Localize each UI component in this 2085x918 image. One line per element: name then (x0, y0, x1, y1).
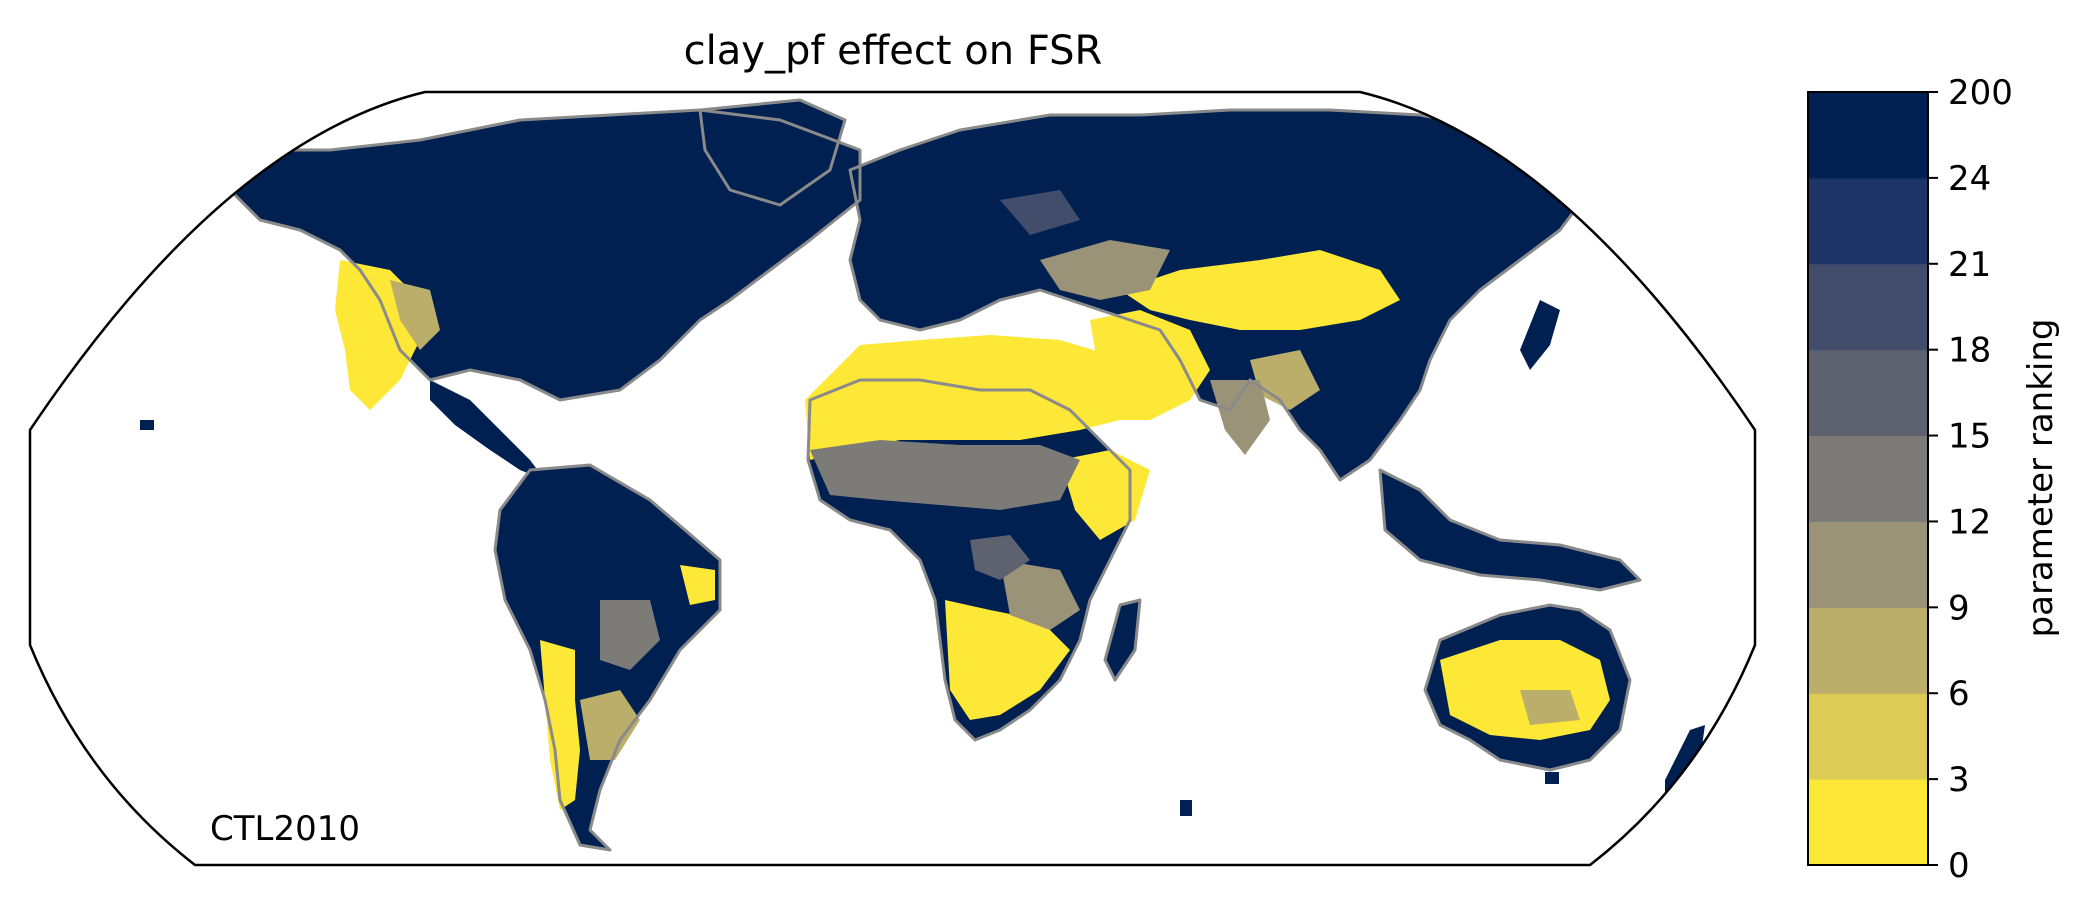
world-map (140, 100, 1705, 850)
andes-low (540, 640, 580, 810)
central-america-land (430, 380, 545, 480)
japan-land (1520, 300, 1560, 370)
colorbar-bin-9-12 (1808, 521, 1928, 607)
colorbar-tick-label: 0 (1948, 846, 1970, 886)
colorbar-bin-15-18 (1808, 350, 1928, 436)
colorbar-tick-label: 3 (1948, 760, 1970, 800)
colorbar-bin-6-9 (1808, 607, 1928, 693)
colorbar-tick-label: 18 (1948, 331, 1991, 371)
colorbar-tick-label: 6 (1948, 674, 1970, 714)
australia-mid (1520, 690, 1580, 725)
map-annotation: CTL2010 (210, 809, 360, 849)
antarctic-peninsula-land (1180, 800, 1192, 816)
colorbar: 0 3 6 9 12 15 18 21 24 200 (1808, 73, 2013, 886)
india-mid (1210, 380, 1270, 455)
colorbar-bin-24-200 (1808, 92, 1928, 178)
colorbar-bin-21-24 (1808, 178, 1928, 264)
colorbar-label: parameter ranking (2021, 319, 2061, 638)
map-title: clay_pf effect on FSR (684, 28, 1103, 74)
colorbar-bin-12-15 (1808, 436, 1928, 522)
colorbar-tick-label: 200 (1948, 73, 2013, 113)
colorbar-bin-0-3 (1808, 779, 1928, 865)
colorbar-bin-3-6 (1808, 693, 1928, 779)
colorbar-bin-18-21 (1808, 264, 1928, 350)
hawaii-land (140, 420, 154, 430)
tasmania-land (1545, 772, 1559, 784)
colorbar-tick-label: 9 (1948, 588, 1970, 628)
colorbar-tick-label: 15 (1948, 417, 1991, 457)
colorbar-tick-label: 12 (1948, 502, 1991, 542)
colorbar-tick-label: 21 (1948, 245, 1991, 285)
colorbar-tick-label: 24 (1948, 159, 1991, 199)
